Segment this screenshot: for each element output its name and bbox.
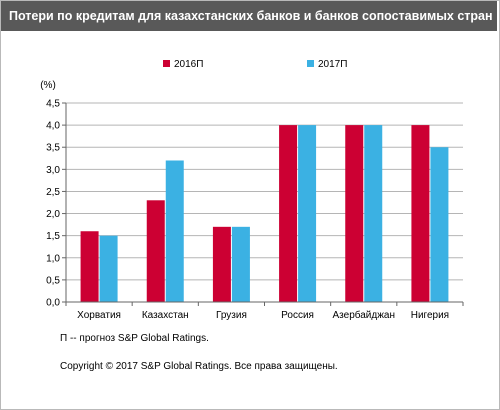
bar-2016: [279, 125, 298, 302]
legend-label-2016: 2016П: [174, 59, 204, 70]
y-tick-label: 2,5: [46, 187, 60, 198]
y-tick-label: 4,5: [46, 99, 60, 110]
y-axis-label: (%): [40, 80, 56, 91]
legend-swatch-2017: [307, 60, 314, 67]
bar-2017: [430, 147, 449, 302]
bar-2016: [146, 200, 165, 302]
y-tick-label: 1,5: [46, 231, 60, 242]
x-tick-label: Азербайджан: [332, 309, 395, 321]
chart-title: Потери по кредитам для казахстанских бан…: [1, 1, 497, 31]
y-tick-label: 0,0: [46, 298, 60, 309]
bar-2016: [80, 231, 99, 302]
y-tick-label: 0,5: [46, 275, 60, 286]
y-tick-label: 2,0: [46, 209, 60, 220]
x-tick-label: Казахстан: [142, 310, 189, 321]
y-tick-label: 3,0: [46, 165, 60, 176]
bar-2017: [298, 125, 317, 302]
legend-item-2017: 2017П: [307, 58, 347, 72]
bar-2016: [345, 125, 364, 302]
bar-2017: [364, 125, 383, 302]
legend-swatch-2016: [163, 60, 170, 67]
forecast-note: П -- прогноз S&P Global Ratings.: [60, 333, 209, 344]
bar-2017: [231, 226, 250, 302]
x-tick-label: Нигерия: [411, 310, 449, 321]
bar-2016: [411, 125, 430, 302]
x-tick-label: Хорватия: [77, 310, 121, 321]
y-tick-label: 1,0: [46, 253, 60, 264]
bar-2016: [212, 226, 231, 302]
x-tick-label: Россия: [281, 310, 314, 321]
x-tick-label: Грузия: [216, 310, 247, 321]
legend: 2016П 2017П: [0, 58, 500, 72]
legend-label-2017: 2017П: [318, 59, 348, 70]
bar-2017: [165, 160, 184, 302]
legend-item-2016: 2016П: [163, 58, 203, 72]
y-tick-label: 4,0: [46, 121, 60, 132]
copyright-note: Copyright © 2017 S&P Global Ratings. Все…: [60, 361, 338, 372]
y-tick-label: 3,5: [46, 143, 60, 154]
bar-2017: [99, 235, 118, 302]
